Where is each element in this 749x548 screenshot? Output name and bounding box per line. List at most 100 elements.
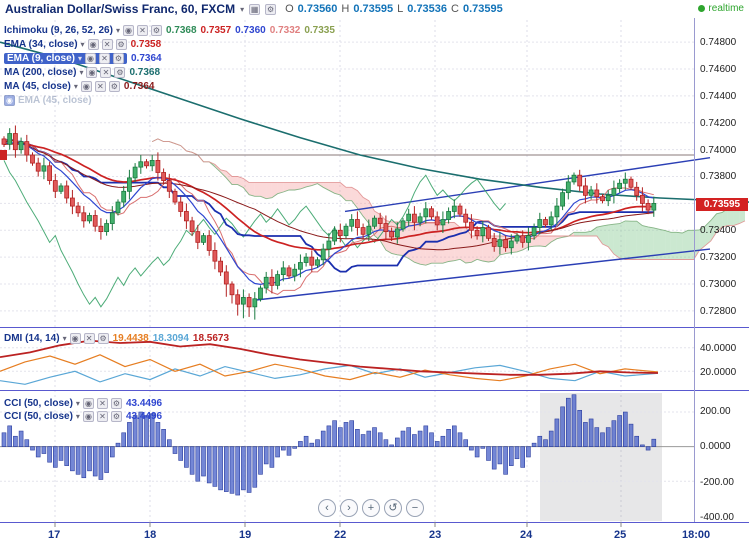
settings-icon[interactable]: ⚙ xyxy=(265,3,277,15)
low-value: 0.73536 xyxy=(407,3,448,15)
price-axis-label: 0.74800 xyxy=(700,37,737,48)
settings-icon[interactable]: ⚙ xyxy=(108,81,120,92)
settings-icon[interactable]: ⚙ xyxy=(110,411,122,422)
chikou-value: 0.7335 xyxy=(304,25,335,36)
ema34-value: 0.7358 xyxy=(130,39,162,50)
cci-panel xyxy=(0,393,694,521)
price-axis-label: 0.74200 xyxy=(700,118,737,129)
indicator-label: CCI (50, close) xyxy=(4,398,73,409)
cci-header-1[interactable]: CCI (50, close) ▾ ◉ ✕ ⚙ 43.4496 xyxy=(4,397,162,410)
time-axis-label: 24 xyxy=(520,529,533,541)
close-value: 0.73595 xyxy=(462,3,503,15)
chevron-down-icon[interactable]: ▾ xyxy=(73,82,78,91)
indicator-label: CCI (50, close) xyxy=(4,411,73,422)
price-axis-label: 0.73200 xyxy=(700,252,737,263)
chevron-down-icon[interactable]: ▾ xyxy=(75,412,80,421)
price-axis-label: 0.74600 xyxy=(700,64,737,75)
realtime-status: realtime xyxy=(698,3,744,14)
zoom-in-button[interactable]: + xyxy=(362,499,380,517)
close-icon[interactable]: ✕ xyxy=(100,67,112,78)
candles xyxy=(1,125,657,320)
legend-row-ma45[interactable]: MA (45, close) ▾ ◉ ✕ ⚙ 0.7364 xyxy=(4,80,335,93)
close-icon[interactable]: ✕ xyxy=(96,411,108,422)
close-icon[interactable]: ✕ xyxy=(101,39,113,50)
style-icon[interactable]: ◉ xyxy=(86,67,98,78)
time-axis-label: 19 xyxy=(239,529,252,541)
time-axis-label: 23 xyxy=(429,529,442,541)
cci-header-2[interactable]: CCI (50, close) ▾ ◉ ✕ ⚙ 43.4496 xyxy=(4,410,162,423)
dmi-axis-label: 20.0000 xyxy=(700,367,737,378)
pan-right-button[interactable]: › xyxy=(340,499,358,517)
legend-row-ema34[interactable]: EMA (34, close) ▾ ◉ ✕ ⚙ 0.7358 xyxy=(4,38,335,51)
indicator-label: MA (45, close) xyxy=(4,81,71,92)
legend-row-ichimoku[interactable]: Ichimoku (9, 26, 52, 26) ▾ ◉ ✕ ⚙ 0.7368 … xyxy=(4,24,335,37)
legend-row-pending[interactable]: ◉ EMA (45, close) xyxy=(4,94,335,107)
chevron-down-icon[interactable]: ▾ xyxy=(62,334,67,343)
style-icon[interactable]: ◉ xyxy=(87,39,99,50)
selected-indicator-highlight: EMA (9, close) ▾ ◉ ✕ ⚙ xyxy=(4,53,127,64)
chevron-down-icon[interactable]: ▾ xyxy=(115,26,120,35)
pan-left-button[interactable]: ‹ xyxy=(318,499,336,517)
dmi-header[interactable]: DMI (14, 14) ▾ ◉ ✕ ⚙ 19.4438 18.3094 18.… xyxy=(4,332,229,345)
ema9-value: 0.7364 xyxy=(131,53,162,64)
close-icon[interactable]: ✕ xyxy=(96,398,108,409)
cci-axis-label: 0.0000 xyxy=(700,441,731,452)
price-axis-label: 0.72800 xyxy=(700,306,737,317)
time-axis-label: 18:00 xyxy=(682,529,711,541)
ichimoku-cloud xyxy=(152,138,746,266)
cci-axis-label: 200.00 xyxy=(700,406,731,417)
settings-icon[interactable]: ⚙ xyxy=(113,53,124,64)
cci-value: 43.4496 xyxy=(125,411,163,422)
cci-axis-label: -400.00 xyxy=(700,512,734,523)
chevron-down-icon[interactable]: ▾ xyxy=(240,4,245,14)
style-icon[interactable]: ◉ xyxy=(69,333,81,344)
close-icon[interactable]: ✕ xyxy=(94,81,106,92)
close-icon[interactable]: ✕ xyxy=(83,333,95,344)
cci-axis-label: -200.00 xyxy=(700,477,734,488)
chevron-down-icon[interactable]: ▾ xyxy=(80,40,85,49)
settings-icon[interactable]: ⚙ xyxy=(110,398,122,409)
style-icon[interactable]: ◉ xyxy=(82,398,94,409)
panel-chrome xyxy=(0,18,749,527)
ma45-value: 0.7364 xyxy=(123,81,155,92)
style-icon[interactable]: ◉ xyxy=(4,95,15,106)
reset-view-button[interactable]: ↺ xyxy=(384,499,402,517)
kijun-value: 0.7357 xyxy=(200,25,232,36)
hline-left-tag[interactable] xyxy=(0,150,7,160)
time-axis-label: 25 xyxy=(614,529,627,541)
dmi-panel xyxy=(0,339,694,385)
settings-icon[interactable]: ⚙ xyxy=(97,333,109,344)
style-icon[interactable]: ◉ xyxy=(82,411,94,422)
cci-value: 43.4496 xyxy=(125,398,163,409)
settings-icon[interactable]: ⚙ xyxy=(114,67,126,78)
ohlc-readout: O 0.73560 H 0.73595 L 0.73536 C 0.73595 xyxy=(285,3,503,15)
time-axis-label: 18 xyxy=(144,529,157,541)
chart-header: Australian Dollar/Swiss Franc, 60, FXCM … xyxy=(0,0,749,18)
minus-di-value: 18.3094 xyxy=(152,333,189,344)
settings-icon[interactable]: ⚙ xyxy=(115,39,127,50)
chevron-down-icon[interactable]: ▾ xyxy=(79,68,84,77)
open-value: 0.73560 xyxy=(297,3,338,15)
realtime-label: realtime xyxy=(708,3,744,14)
chevron-down-icon[interactable]: ▾ xyxy=(77,54,82,63)
close-icon[interactable]: ✕ xyxy=(136,25,148,36)
indicator-label: MA (200, close) xyxy=(4,67,77,78)
chevron-down-icon[interactable]: ▾ xyxy=(75,399,80,408)
chart-style-icon[interactable]: ▦ xyxy=(249,3,261,15)
style-icon[interactable]: ◉ xyxy=(80,81,92,92)
zoom-out-button[interactable]: − xyxy=(406,499,424,517)
price-axis-label: 0.73000 xyxy=(700,279,737,290)
close-icon[interactable]: ✕ xyxy=(99,53,110,64)
legend-row-ema9[interactable]: EMA (9, close) ▾ ◉ ✕ ⚙ 0.7364 xyxy=(4,52,335,65)
tenkan-value: 0.7368 xyxy=(165,25,197,36)
price-axis-label: 0.74000 xyxy=(700,145,737,156)
dmi-axis-label: 40.0000 xyxy=(700,343,737,354)
settings-icon[interactable]: ⚙ xyxy=(150,25,162,36)
legend-row-ma200[interactable]: MA (200, close) ▾ ◉ ✕ ⚙ 0.7368 xyxy=(4,66,335,79)
indicator-label: Ichimoku (9, 26, 52, 26) xyxy=(4,25,113,36)
style-icon[interactable]: ◉ xyxy=(122,25,134,36)
price-axis-label: 0.74400 xyxy=(700,91,737,102)
senkou-a-value: 0.7360 xyxy=(235,25,266,36)
style-icon[interactable]: ◉ xyxy=(85,53,96,64)
time-axis-label: 22 xyxy=(334,529,347,541)
